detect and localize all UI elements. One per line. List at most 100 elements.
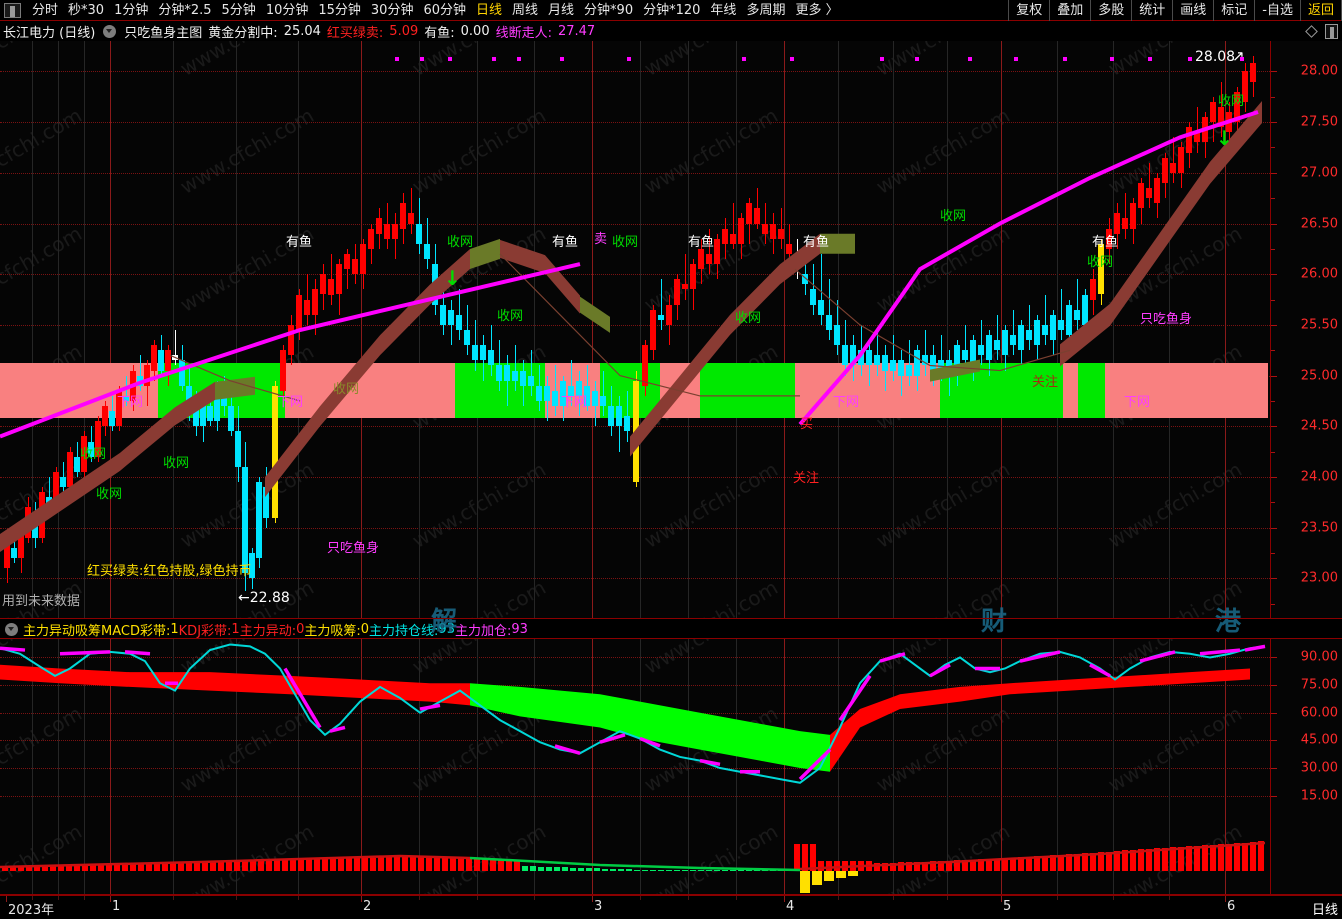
indicator-histogram-bar [426, 856, 432, 871]
time-axis-label: 3 [594, 899, 603, 914]
chevron-down-icon[interactable] [103, 24, 117, 38]
chart-annotation: 收网 [96, 487, 123, 502]
price-axis-minor-tick [1271, 248, 1275, 250]
candle-body [214, 385, 220, 422]
indicator-histogram-bar [898, 862, 904, 871]
period-tab-13[interactable]: 分钟*120 [643, 2, 701, 18]
indicator-histogram-bar [1034, 856, 1040, 871]
time-gridline [361, 41, 362, 619]
time-gridline-minor [1057, 41, 1058, 619]
diamond-icon[interactable] [1305, 24, 1318, 38]
price-axis-tick [1271, 527, 1277, 529]
indicator-histogram-bar [1138, 849, 1144, 871]
price-axis[interactable]: 28.00 27.50 27.00 26.50 26.00 25.50 25.00 24.50… [1270, 41, 1342, 619]
candle-wick [804, 248, 806, 295]
signal-dot [1110, 57, 1114, 61]
candle-body [850, 345, 856, 366]
candle-body [1178, 147, 1184, 173]
candle-body [344, 253, 350, 270]
period-tab-more[interactable]: 更多 〉 [795, 2, 839, 18]
button-tongji[interactable]: 统计 [1131, 0, 1172, 21]
title-right-icons [1305, 21, 1338, 41]
chart-annotation: 收网 [80, 447, 107, 462]
button-biaoji[interactable]: 标记 [1213, 0, 1254, 21]
sub-chevron-down-icon[interactable] [5, 622, 18, 636]
indicator-axis[interactable]: 90.00 75.00 60.00 45.00 30.00 15.00 [1270, 639, 1342, 895]
candle-body [11, 548, 17, 559]
indicator-histogram-bar [410, 856, 416, 871]
button-duogu[interactable]: 多股 [1090, 0, 1131, 21]
button-fuquan[interactable]: 复权 [1008, 0, 1049, 21]
period-tab-5[interactable]: 10分钟 [265, 2, 309, 18]
button-diejia[interactable]: 叠加 [1049, 0, 1090, 21]
period-tab-2[interactable]: 1分钟 [114, 2, 149, 18]
period-tab-12[interactable]: 分钟*90 [584, 2, 634, 18]
candle-wick [996, 314, 998, 361]
period-tab-6[interactable]: 15分钟 [318, 2, 361, 18]
candle-body [1114, 213, 1120, 234]
candle-body [25, 507, 31, 538]
indicator-histogram-bar [1002, 858, 1008, 871]
price-axis-tick [1271, 223, 1277, 225]
candle-body [754, 208, 760, 224]
panel-toggle-icon[interactable] [1325, 23, 1338, 39]
period-tab-0[interactable]: 分时 [32, 2, 59, 18]
field-value-3: 27.47 [557, 23, 596, 39]
time-axis-minor-tick [892, 896, 894, 900]
indicator-histogram-bar [1250, 841, 1256, 871]
indicator-histogram-bar [290, 859, 296, 871]
candle-wick [1076, 279, 1078, 330]
candle-body [802, 274, 808, 285]
signal-dot [915, 57, 919, 61]
price-chart-pane[interactable]: www.cfchi.com www.cfchi.com www.cfchi.com w… [0, 41, 1270, 619]
candle-body [158, 350, 164, 371]
signal-dot [1188, 57, 1192, 61]
period-tab-4[interactable]: 5分钟 [221, 2, 256, 18]
period-tab-14[interactable]: 年线 [710, 2, 737, 18]
period-tab-7[interactable]: 30分钟 [370, 2, 414, 18]
signal-zone-band [1078, 363, 1105, 419]
time-axis[interactable]: 日线 2023年 1 2 3 4 5 6 [0, 895, 1342, 919]
time-gridline-minor [946, 639, 948, 895]
button-return[interactable]: 返回 [1299, 0, 1342, 21]
period-tab-8[interactable]: 60分钟 [423, 2, 466, 18]
candle-body [930, 355, 936, 371]
period-tab-1[interactable]: 秒*30 [68, 2, 105, 18]
candle-body [544, 385, 550, 401]
time-gridline-minor [640, 41, 641, 619]
time-axis-tick [361, 896, 362, 902]
time-gridline [1225, 639, 1226, 895]
panel-icon[interactable] [4, 2, 21, 18]
time-gridline [592, 41, 593, 619]
signal-dot [627, 57, 631, 61]
indicator-histogram-bar [378, 857, 384, 871]
candle-body [520, 370, 526, 386]
candle-body [1058, 319, 1064, 330]
price-gridline [0, 527, 1270, 529]
candle-body [762, 223, 768, 234]
period-tab-11[interactable]: 月线 [548, 2, 575, 18]
period-tab-daily[interactable]: 日线 [476, 2, 503, 18]
button-huaxian[interactable]: 画线 [1172, 0, 1213, 21]
candle-body [392, 223, 398, 239]
signal-zone-band [285, 363, 455, 419]
indicator-chart-pane[interactable]: www.cfchi.com www.cfchi.com www.cfchi.com w… [0, 639, 1270, 895]
candle-body [1026, 330, 1032, 341]
time-axis-minor-tick [298, 896, 300, 900]
candle-wick [732, 203, 734, 249]
candle-wick [506, 355, 508, 407]
indicator-histogram-bar [962, 859, 968, 871]
period-tab-15[interactable]: 多周期 [746, 2, 786, 18]
candle-body [424, 243, 430, 259]
price-axis-label: 28.00 [1300, 63, 1338, 79]
period-tab-10[interactable]: 周线 [512, 2, 539, 18]
indicator-histogram-bar [146, 863, 152, 871]
indicator-histogram-bar [1066, 854, 1072, 871]
candle-body [179, 360, 185, 386]
watermark-text: www.cfchi.com [0, 221, 86, 317]
candle-body [1138, 182, 1144, 209]
time-gridline [1001, 639, 1002, 895]
button-zixuan[interactable]: -自选 [1254, 0, 1300, 21]
period-tab-3[interactable]: 分钟*2.5 [158, 2, 212, 18]
price-axis-tick [1271, 324, 1277, 326]
